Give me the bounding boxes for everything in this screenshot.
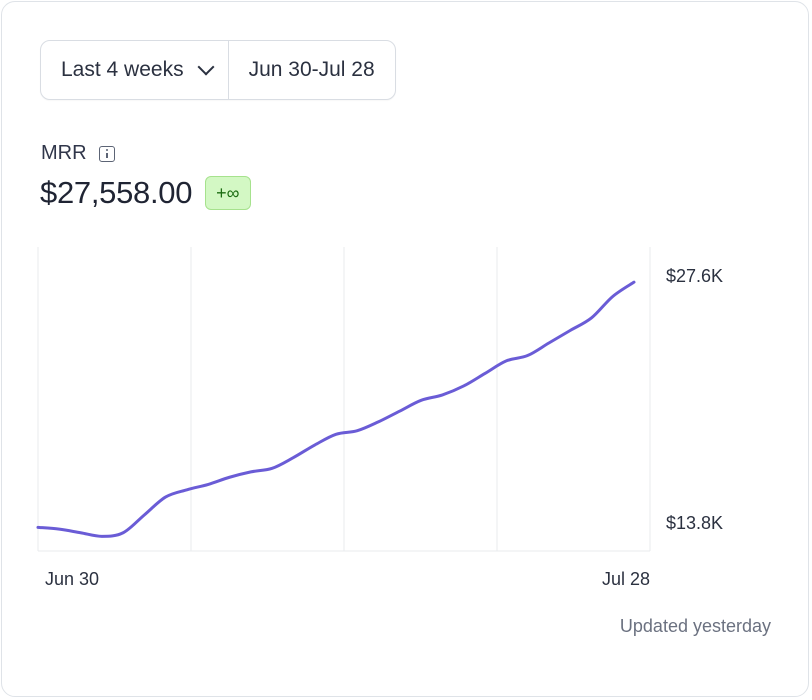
metric-header: MRR: [41, 142, 115, 165]
info-icon[interactable]: [98, 145, 115, 162]
chart-axis-labels: $13.8K $27.6K Jun 30 Jul 28: [45, 266, 723, 589]
y-tick-label: $13.8K: [666, 513, 723, 533]
metric-value: $27,558.00: [40, 175, 193, 210]
metric-label: MRR: [41, 142, 87, 164]
chart-grid: [37, 247, 651, 552]
date-range-label: Jun 30-Jul 28: [248, 58, 375, 81]
chart-series: [36, 280, 636, 538]
x-tick-label: Jun 30: [45, 569, 99, 589]
date-range-control: Last 4 weeks Jun 30-Jul 28: [40, 40, 396, 100]
updated-timestamp: Updated yesterday: [619, 616, 771, 636]
mrr-series-line: [36, 280, 636, 538]
change-badge: +∞: [205, 176, 251, 210]
x-tick-label: Jul 28: [602, 569, 650, 589]
date-range-button[interactable]: Jun 30-Jul 28: [229, 41, 395, 99]
period-dropdown[interactable]: Last 4 weeks: [41, 41, 229, 99]
y-tick-label: $27.6K: [666, 266, 723, 286]
metric-summary: $27,558.00 +∞: [40, 175, 251, 211]
period-dropdown-label: Last 4 weeks: [61, 58, 184, 81]
